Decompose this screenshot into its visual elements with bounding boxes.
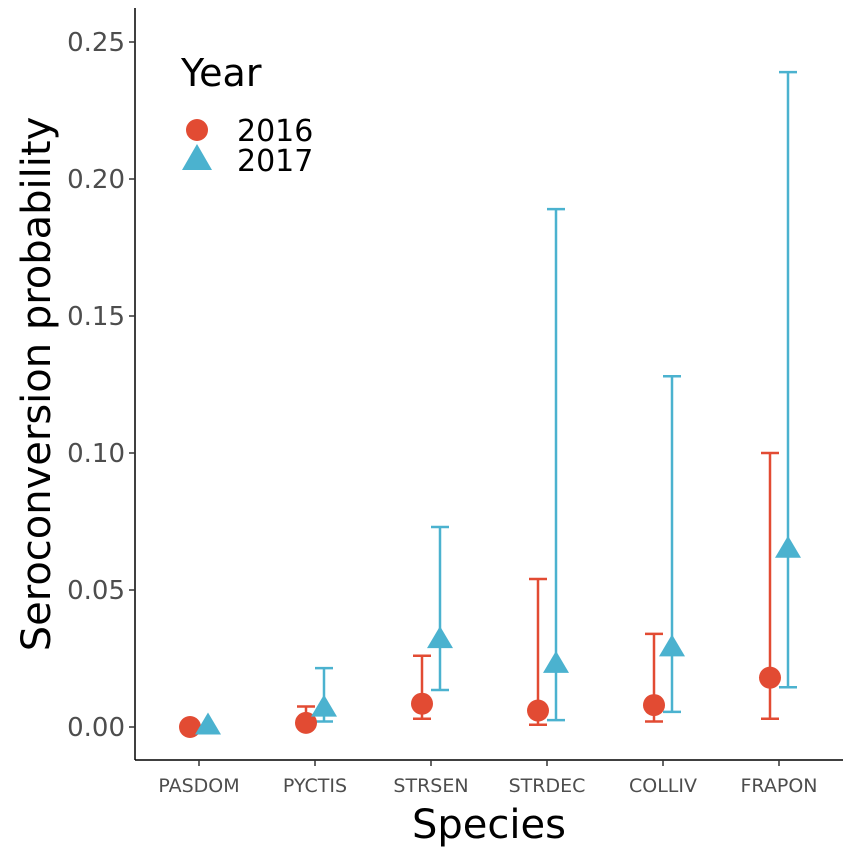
point-2017: [195, 712, 221, 735]
legend-label: 2016: [237, 114, 313, 149]
x-tick-label: PYCTIS: [283, 775, 347, 797]
x-tick-label: STRSEN: [393, 775, 468, 797]
error-bars: [297, 70, 797, 727]
legend-circle-marker: [186, 119, 208, 141]
x-tick-label: PASDOM: [158, 775, 239, 797]
axes: [134, 8, 843, 761]
legend-title: Year: [180, 51, 262, 95]
point-2016: [527, 699, 549, 722]
point-2017: [775, 535, 801, 558]
x-axis-title: Species: [412, 802, 566, 848]
legend-label: 2017: [237, 144, 313, 179]
error-bar: [431, 525, 449, 692]
y-axis-title: Seroconversion probability: [14, 117, 60, 652]
y-tick-label: 0.25: [67, 28, 125, 58]
y-ticks: 0.00 0.05 0.10 0.15 0.20 0.25: [67, 28, 135, 743]
point-2016: [759, 666, 781, 689]
error-bar: [663, 375, 681, 714]
y-tick-label: 0.10: [67, 439, 125, 469]
error-bar: [547, 207, 565, 722]
y-tick-label: 0.05: [67, 576, 125, 606]
legend-triangle-marker: [182, 144, 212, 170]
point-2016: [295, 711, 317, 734]
y-tick-label: 0.00: [67, 713, 125, 743]
point-2016: [179, 716, 201, 738]
x-tick-label: COLLIV: [629, 775, 697, 797]
point-2017: [311, 694, 337, 717]
error-bar: [779, 70, 797, 689]
point-2016: [643, 694, 665, 717]
legend-entry-2017: 2017: [182, 144, 313, 179]
point-2016: [411, 692, 433, 715]
y-tick-label: 0.20: [67, 165, 125, 195]
point-2017: [659, 634, 685, 657]
y-tick-label: 0.15: [67, 302, 125, 332]
legend-entry-2016: 2016: [186, 114, 313, 149]
x-tick-label: STRDEC: [509, 775, 586, 797]
x-ticks: PASDOM PYCTIS STRSEN STRDEC COLLIV FRAPON: [158, 760, 817, 797]
point-2017: [427, 626, 453, 649]
point-2017: [543, 650, 569, 673]
data-points: [179, 535, 801, 738]
x-tick-label: FRAPON: [741, 775, 818, 797]
